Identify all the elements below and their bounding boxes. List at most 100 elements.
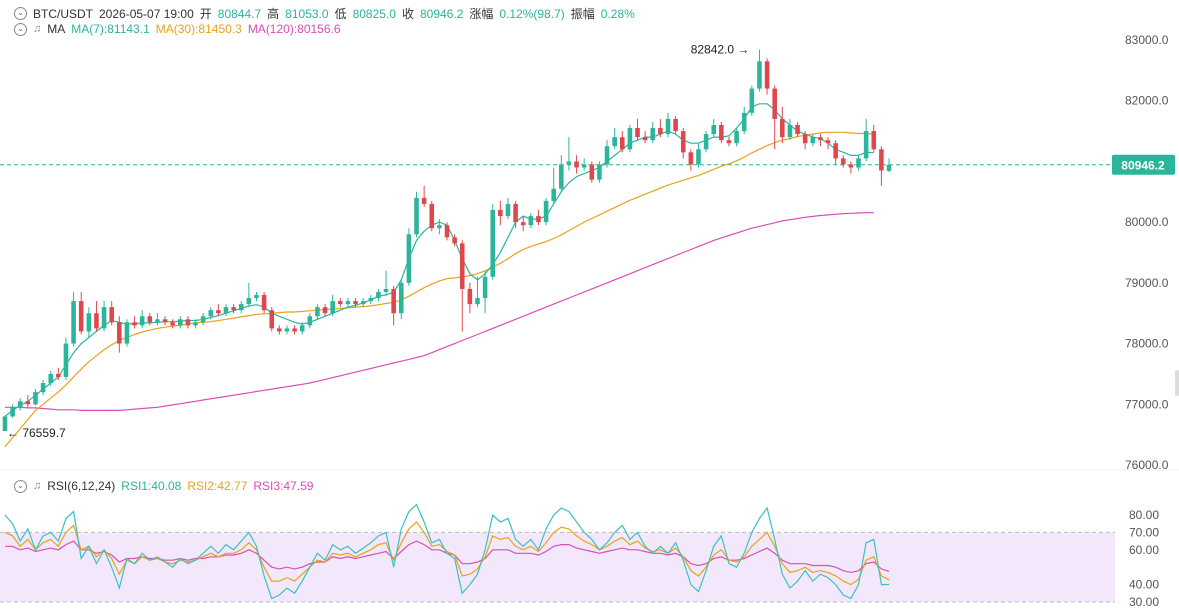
candle-body (437, 225, 442, 229)
candle-body (193, 322, 198, 326)
candle-body (559, 164, 564, 189)
ma30-line (4, 131, 874, 448)
candle-body (498, 210, 503, 217)
candle-body (246, 298, 252, 305)
candle-body (368, 298, 374, 302)
candle-body (757, 61, 762, 89)
candle-body (216, 310, 221, 314)
candle-body (863, 131, 869, 159)
price-tick-label: 78000.0 (1125, 337, 1169, 351)
candle-body (208, 310, 214, 317)
ma-label: MA (47, 22, 66, 36)
candle-body (277, 328, 282, 332)
candle-body (25, 401, 31, 405)
candle-body (612, 137, 617, 147)
change-value: 0.12%(98.7) (499, 6, 565, 21)
candle-body (284, 328, 290, 332)
candle-body (825, 140, 831, 144)
candle-body (155, 319, 160, 323)
candle-body (429, 203, 435, 229)
candle-body (124, 322, 130, 344)
candle-body (63, 343, 69, 377)
candle-body (56, 373, 61, 377)
datetime-label: 2026-05-07 19:00 (99, 6, 194, 21)
ma120-value: MA(120):80156.6 (247, 22, 341, 36)
candle-body (604, 146, 610, 165)
low-marker-label: ← 76559.7 (7, 426, 66, 440)
candle-body (177, 319, 183, 326)
candle-body (398, 282, 404, 314)
candle-body (200, 316, 206, 323)
candle-body (345, 301, 351, 305)
candle-body (238, 304, 244, 311)
candle-body (383, 288, 389, 292)
candle-body (879, 149, 884, 171)
rsi-alert-bell-icon[interactable]: ♫ (33, 480, 42, 492)
candle-body (764, 61, 770, 89)
price-tick-label: 79000.0 (1125, 276, 1169, 290)
price-tick-label: 80000.0 (1125, 215, 1169, 229)
change-label: 涨幅 (469, 7, 494, 21)
open-label: 开 (199, 7, 212, 21)
candle-body (619, 137, 625, 150)
amplitude-value: 0.28% (600, 6, 635, 21)
price-tick-label: 82000.0 (1125, 94, 1169, 108)
alert-bell-icon[interactable]: ♫ (33, 23, 42, 35)
ma7-value: MA(7):81143.1 (71, 22, 150, 36)
candle-body (642, 137, 648, 141)
candle-body (650, 128, 656, 141)
candle-body (10, 407, 15, 417)
ma-legend: ⌄ ♫ MA MA(7):81143.1 MA(30):81450.3 MA(1… (14, 22, 341, 36)
candle-body (444, 225, 450, 238)
rsi-label: RSI(6,12,24) (47, 479, 116, 493)
ma30-value: MA(30):81450.3 (155, 22, 242, 36)
rsi-legend: ⌄ ♫ RSI(6,12,24) RSI1:40.08 RSI2:42.77 R… (14, 479, 313, 493)
candle-body (772, 88, 777, 119)
candle-body (741, 112, 747, 132)
candle-body (315, 307, 320, 317)
candle-body (848, 164, 854, 168)
candle-body (795, 125, 800, 135)
candle-body (452, 237, 457, 244)
high-value: 81053.0 (285, 6, 329, 21)
candle-body (680, 131, 686, 153)
rsi-tick-label: 70.00 (1129, 525, 1159, 539)
candle-body (132, 322, 137, 326)
candle-body (376, 291, 381, 299)
rsi3-value: RSI3:47.59 (253, 479, 314, 493)
candle-body (734, 131, 739, 144)
candle-body (810, 137, 816, 144)
high-label: 高 (267, 7, 280, 21)
candle-body (269, 310, 275, 329)
candle-body (490, 210, 496, 277)
rsi-collapse-toggle-icon[interactable]: ⌄ (14, 479, 27, 493)
amplitude-label: 振幅 (570, 7, 595, 21)
candle-body (856, 158, 861, 168)
candle-body (353, 301, 358, 305)
collapse-toggle-icon[interactable]: ⌄ (14, 7, 27, 20)
candle-body (627, 128, 633, 150)
candle-body (802, 134, 808, 144)
ohlc-legend: ⌄ BTC/USDT 2026-05-07 19:00 开 80844.7 高 81… (14, 5, 635, 22)
candle-body (170, 322, 175, 326)
candle-body (597, 164, 602, 180)
rsi1-value: RSI1:40.08 (121, 479, 182, 493)
candle-body (109, 307, 114, 323)
candle-body (840, 158, 846, 165)
candle-body (818, 137, 823, 141)
candle-body (688, 152, 694, 165)
last-price-badge-label: 80946.2 (1121, 159, 1165, 173)
candle-body (78, 301, 84, 332)
ma-collapse-toggle-icon[interactable]: ⌄ (14, 22, 27, 36)
candle-body (307, 316, 313, 326)
candle-body (421, 197, 427, 204)
candle-body (71, 301, 76, 344)
candle-body (299, 325, 305, 332)
candle-body (513, 203, 518, 223)
right-panel-handle[interactable] (1175, 370, 1179, 396)
candle-body (673, 118, 678, 132)
rsi-tick-label: 80.00 (1129, 508, 1159, 522)
candle-body (589, 164, 595, 180)
